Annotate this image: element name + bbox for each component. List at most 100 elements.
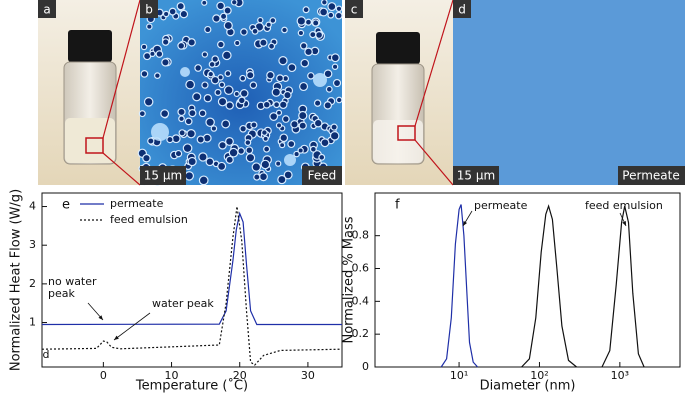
x-tick-label: 30 — [301, 369, 315, 382]
droplet — [331, 63, 339, 70]
droplet — [178, 115, 185, 123]
y-tick-label: 0.8 — [352, 229, 370, 242]
droplet — [168, 7, 177, 16]
label-box — [38, 0, 56, 18]
droplet — [309, 145, 317, 153]
droplet — [278, 100, 288, 110]
droplet — [279, 142, 286, 149]
droplet — [223, 6, 232, 15]
droplet — [217, 40, 225, 49]
droplet — [216, 1, 226, 11]
droplet — [177, 41, 186, 50]
droplet — [266, 70, 275, 80]
droplet — [249, 81, 258, 90]
droplet — [319, 7, 329, 17]
y-tick-label: 3 — [29, 238, 36, 251]
annotation: d — [43, 348, 50, 361]
annotation: water peak — [152, 297, 214, 310]
droplet — [182, 143, 193, 154]
droplet — [205, 117, 215, 128]
droplet — [223, 20, 233, 31]
droplet — [304, 47, 313, 57]
x-tick-label: 20 — [233, 369, 247, 382]
droplet — [178, 129, 186, 137]
droplet — [277, 174, 287, 185]
droplet — [265, 21, 272, 28]
annotation: no water — [48, 275, 97, 288]
droplet — [307, 72, 315, 80]
droplet — [176, 2, 185, 11]
label-box — [140, 166, 186, 185]
panel-label: f — [395, 198, 400, 213]
droplet — [325, 85, 333, 93]
droplet — [329, 131, 340, 141]
droplet — [219, 12, 228, 21]
droplet — [260, 159, 271, 170]
droplet — [228, 147, 239, 158]
annotation: permeate — [474, 199, 528, 212]
droplet — [250, 121, 258, 129]
droplet — [263, 145, 271, 153]
y-tick-label: 0.4 — [352, 294, 370, 307]
droplet — [239, 74, 247, 82]
droplet — [225, 155, 234, 164]
arrow-head — [622, 221, 626, 226]
legend-label: permeate — [110, 197, 164, 210]
droplet — [259, 38, 268, 47]
droplet — [196, 135, 205, 144]
droplet — [201, 51, 209, 58]
droplet — [262, 100, 271, 109]
droplet — [258, 172, 268, 182]
x-tick-label: 10³ — [611, 369, 629, 382]
droplet — [225, 137, 234, 146]
droplet — [335, 96, 343, 104]
droplet — [257, 16, 264, 24]
droplet — [185, 79, 196, 90]
droplet — [187, 156, 197, 167]
x-axis-label: Temperature (˚C) — [135, 378, 248, 394]
droplet — [253, 173, 261, 181]
droplet — [225, 101, 234, 110]
droplet — [161, 38, 170, 46]
droplet — [262, 135, 269, 142]
droplet — [244, 139, 252, 146]
label-box — [453, 166, 499, 185]
droplet — [211, 55, 219, 63]
droplet — [315, 31, 324, 39]
droplet — [198, 175, 209, 186]
droplet — [281, 115, 290, 123]
droplet — [297, 29, 305, 37]
y-axis-label: Normalized % Mass — [342, 216, 357, 343]
droplet — [239, 124, 247, 133]
droplet — [222, 50, 232, 61]
droplet — [146, 23, 153, 30]
droplet — [140, 70, 149, 78]
droplet — [218, 81, 226, 89]
droplet — [237, 96, 246, 105]
droplet — [275, 109, 283, 116]
droplet — [239, 89, 249, 98]
droplet — [269, 112, 279, 121]
caption: Feed — [308, 169, 337, 183]
droplet — [287, 140, 296, 149]
droplet — [233, 90, 240, 98]
droplet — [234, 39, 241, 47]
droplet — [198, 109, 207, 118]
photo-a — [38, 0, 141, 186]
y-tick-label: 1 — [29, 316, 36, 329]
droplet — [298, 110, 308, 121]
droplet — [201, 0, 208, 6]
droplet — [261, 129, 268, 137]
legend-label: feed emulsion — [110, 213, 188, 226]
droplet — [320, 138, 330, 148]
droplet — [160, 109, 170, 119]
annotation: peak — [48, 287, 75, 300]
droplet — [174, 149, 183, 158]
droplet — [186, 129, 196, 139]
panel-label: d — [458, 3, 466, 17]
droplet — [287, 63, 297, 73]
panel-label: b — [145, 3, 153, 17]
droplet — [313, 73, 327, 87]
droplet — [299, 42, 308, 50]
droplet — [210, 75, 220, 85]
